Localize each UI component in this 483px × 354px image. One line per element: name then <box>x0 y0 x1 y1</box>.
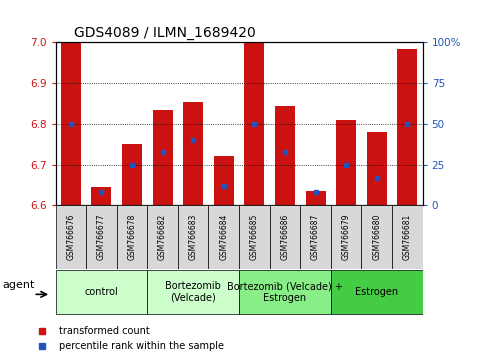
Text: transformed count: transformed count <box>59 326 150 336</box>
Bar <box>306 191 326 205</box>
Bar <box>117 205 147 269</box>
Text: agent: agent <box>3 280 35 290</box>
Bar <box>147 270 239 314</box>
Text: GSM766677: GSM766677 <box>97 214 106 261</box>
Bar <box>367 132 387 205</box>
Bar <box>239 205 270 269</box>
Bar <box>398 48 417 205</box>
Bar <box>183 102 203 205</box>
Text: GSM766682: GSM766682 <box>158 214 167 260</box>
Text: Bortezomib
(Velcade): Bortezomib (Velcade) <box>165 281 221 303</box>
Text: GSM766680: GSM766680 <box>372 214 381 261</box>
Text: GSM766686: GSM766686 <box>281 214 289 261</box>
Text: Bortezomib (Velcade) +
Estrogen: Bortezomib (Velcade) + Estrogen <box>227 281 343 303</box>
Bar <box>214 156 234 205</box>
Text: GSM766681: GSM766681 <box>403 214 412 260</box>
Bar <box>122 144 142 205</box>
Text: GSM766684: GSM766684 <box>219 214 228 261</box>
Bar <box>392 205 423 269</box>
Bar <box>209 205 239 269</box>
Bar <box>244 42 264 205</box>
Text: GSM766679: GSM766679 <box>341 214 351 261</box>
Bar <box>361 205 392 269</box>
Bar <box>275 105 295 205</box>
Bar <box>178 205 209 269</box>
Bar <box>61 42 81 205</box>
Bar <box>56 270 147 314</box>
Bar <box>239 270 331 314</box>
Text: GSM766678: GSM766678 <box>128 214 137 261</box>
Text: GSM766687: GSM766687 <box>311 214 320 261</box>
Text: control: control <box>85 287 118 297</box>
Bar <box>270 205 300 269</box>
Text: GDS4089 / ILMN_1689420: GDS4089 / ILMN_1689420 <box>74 26 256 40</box>
Bar <box>86 205 117 269</box>
Bar <box>153 110 172 205</box>
Bar <box>56 205 86 269</box>
Bar <box>300 205 331 269</box>
Bar <box>331 205 361 269</box>
Bar <box>331 270 423 314</box>
Text: Estrogen: Estrogen <box>355 287 398 297</box>
Bar <box>91 187 112 205</box>
Text: GSM766683: GSM766683 <box>189 214 198 261</box>
Text: GSM766676: GSM766676 <box>66 214 75 261</box>
Text: percentile rank within the sample: percentile rank within the sample <box>59 341 224 351</box>
Bar <box>147 205 178 269</box>
Bar <box>336 120 356 205</box>
Text: GSM766685: GSM766685 <box>250 214 259 261</box>
